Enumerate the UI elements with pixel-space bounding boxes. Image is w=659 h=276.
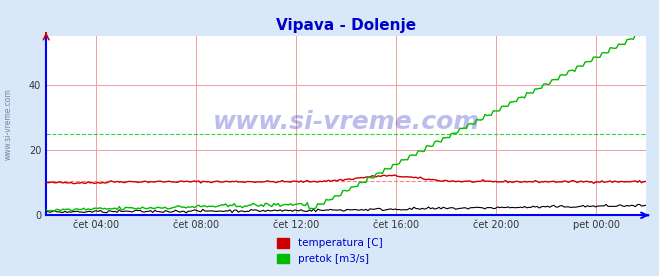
Text: www.si-vreme.com: www.si-vreme.com — [212, 110, 480, 134]
Legend: temperatura [C], pretok [m3/s]: temperatura [C], pretok [m3/s] — [273, 234, 386, 268]
Title: Vipava - Dolenje: Vipava - Dolenje — [276, 18, 416, 33]
Text: www.si-vreme.com: www.si-vreme.com — [3, 88, 13, 160]
